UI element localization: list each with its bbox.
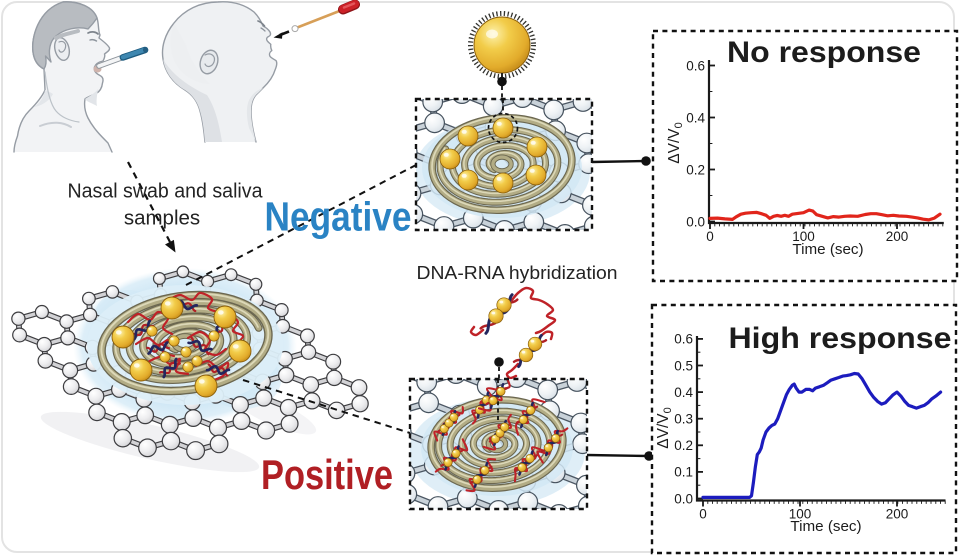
svg-text:0.0: 0.0 (674, 491, 693, 506)
svg-text:ΔV/V0: ΔV/V0 (655, 407, 674, 448)
svg-text:ΔV/V0: ΔV/V0 (666, 122, 685, 163)
svg-text:0.6: 0.6 (674, 332, 693, 347)
svg-text:samples: samples (124, 207, 200, 230)
svg-text:Time (sec): Time (sec) (792, 241, 863, 258)
svg-text:No response: No response (727, 36, 921, 69)
svg-text:0.4: 0.4 (686, 110, 705, 125)
svg-text:Negative: Negative (265, 194, 412, 240)
svg-text:DNA-RNA hybridization: DNA-RNA hybridization (417, 262, 618, 283)
svg-text:Time (sec): Time (sec) (790, 518, 861, 535)
svg-text:0.4: 0.4 (674, 385, 693, 400)
svg-text:100: 100 (789, 507, 812, 522)
svg-text:0.6: 0.6 (686, 58, 705, 73)
svg-text:0: 0 (699, 507, 707, 522)
svg-text:0.1: 0.1 (674, 465, 693, 480)
svg-text:0.2: 0.2 (674, 438, 693, 453)
svg-text:High response: High response (729, 322, 952, 355)
svg-text:200: 200 (886, 229, 909, 244)
svg-text:0.3: 0.3 (674, 412, 693, 427)
svg-text:0.2: 0.2 (686, 162, 705, 177)
svg-text:Nasal swab and saliva: Nasal swab and saliva (68, 180, 264, 203)
svg-text:0.0: 0.0 (686, 214, 705, 229)
svg-text:Positive: Positive (261, 451, 393, 498)
svg-text:0: 0 (706, 229, 714, 244)
svg-text:100: 100 (792, 229, 815, 244)
svg-text:0.5: 0.5 (674, 358, 693, 373)
svg-text:200: 200 (886, 507, 909, 522)
